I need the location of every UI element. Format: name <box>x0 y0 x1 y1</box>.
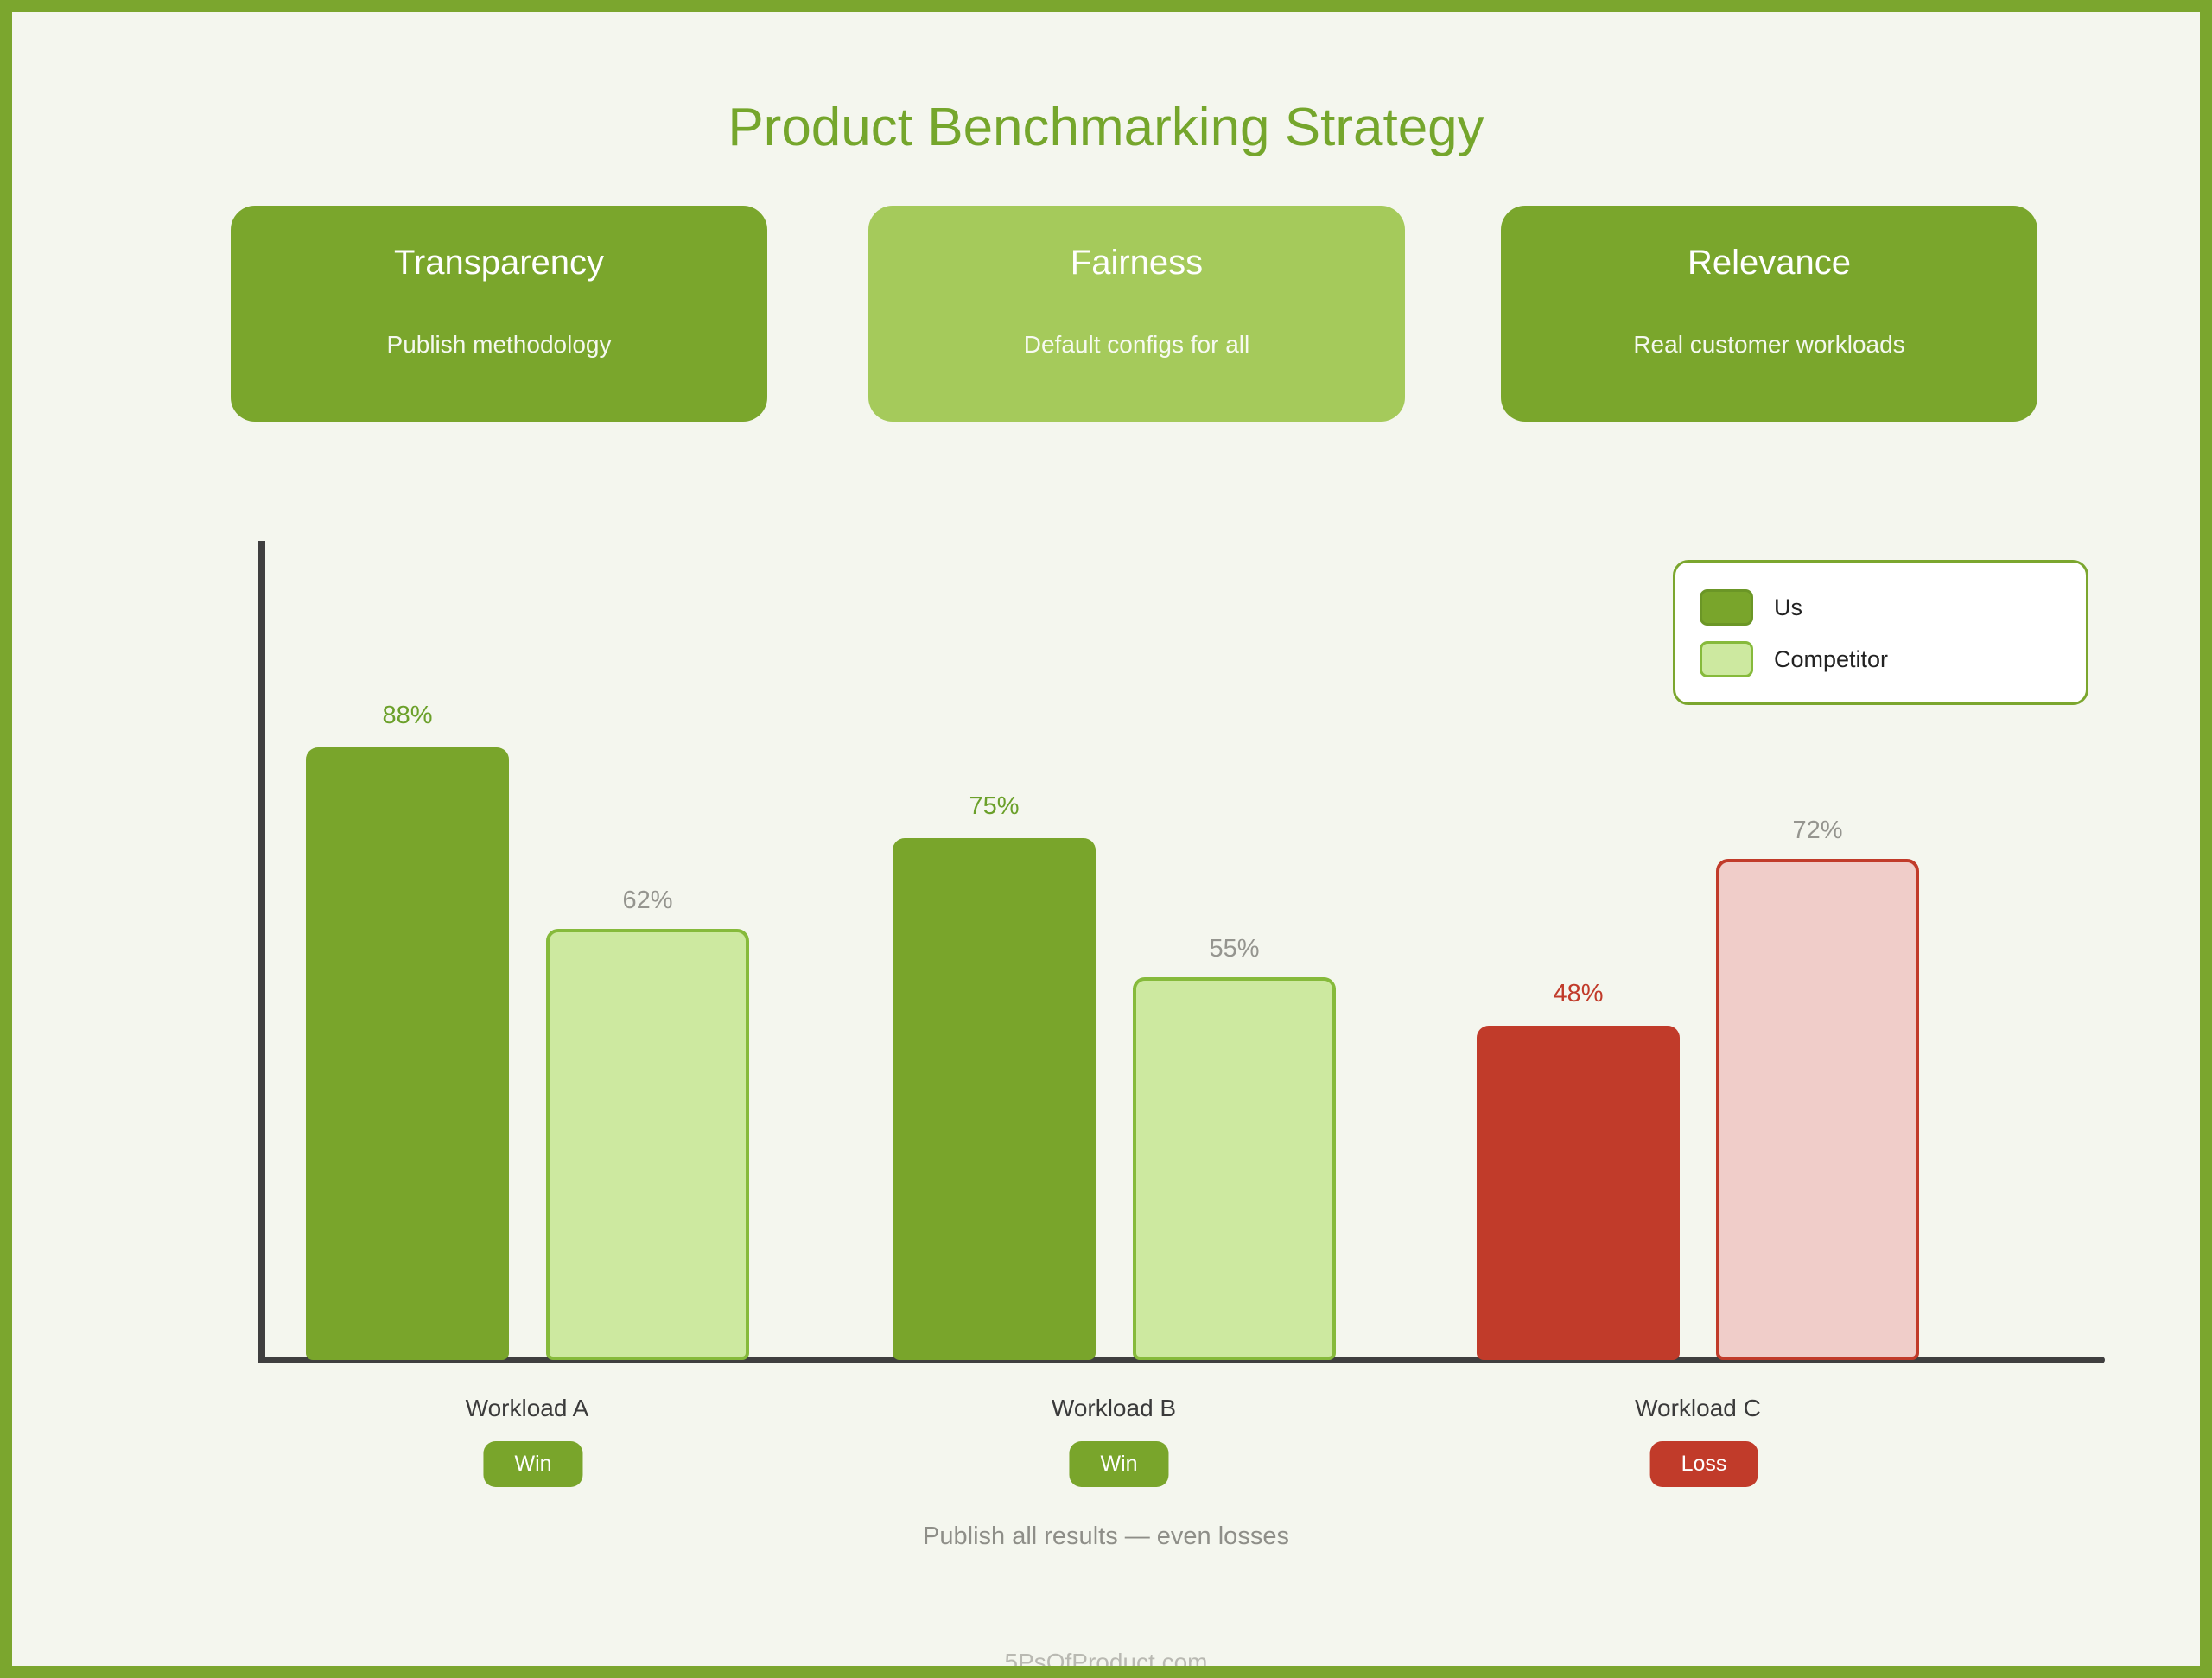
legend-row-competitor: Competitor <box>1700 633 2086 685</box>
card-title: Fairness <box>1070 244 1204 282</box>
card-subtitle: Real customer workloads <box>1633 331 1905 358</box>
card-subtitle: Publish methodology <box>386 331 612 358</box>
category-label-workload-a: Workload A <box>465 1395 589 1421</box>
bar-workload-b-competitor: 55% <box>1133 935 1336 1360</box>
bar-value-label: 88% <box>382 702 433 729</box>
legend-label: Competitor <box>1774 645 1889 672</box>
card-fairness: Fairness Default configs for all <box>868 206 1405 422</box>
legend-swatch-competitor <box>1700 641 1753 677</box>
y-axis <box>258 541 265 1363</box>
card-relevance: Relevance Real customer workloads <box>1501 206 2037 422</box>
outcome-badge-workload-b: Win <box>1069 1441 1169 1487</box>
card-subtitle: Default configs for all <box>1023 331 1250 358</box>
chart-caption: Publish all results — even losses <box>923 1522 1289 1550</box>
bar-value-label: 72% <box>1792 817 1843 844</box>
legend-row-us: Us <box>1700 582 2086 633</box>
footer-watermark: 5PsOfProduct.com <box>1004 1649 1208 1675</box>
bar-value-label: 62% <box>622 887 673 914</box>
bar-workload-a-us: 88% <box>306 702 509 1360</box>
bar-value-label: 75% <box>969 792 1020 820</box>
bar-value-label: 55% <box>1209 935 1260 963</box>
category-label-workload-b: Workload B <box>1051 1395 1177 1421</box>
category-label-workload-c: Workload C <box>1635 1395 1761 1421</box>
outcome-badge-workload-c: Loss <box>1649 1441 1758 1487</box>
bar-workload-b-us: 75% <box>893 792 1096 1360</box>
outcome-badge-workload-a: Win <box>483 1441 583 1487</box>
card-title: Transparency <box>393 244 605 282</box>
legend-label: Us <box>1774 594 1802 620</box>
card-title: Relevance <box>1687 244 1851 282</box>
bar-workload-c-competitor: 72% <box>1716 817 1919 1360</box>
benchmark-bar-chart: 88% 62% 75% 55% 48% 72% Workload A Workl… <box>258 541 2105 1487</box>
bar-workload-c-us: 48% <box>1477 980 1680 1360</box>
legend-swatch-us <box>1700 589 1753 626</box>
page-title: Product Benchmarking Strategy <box>728 97 1484 157</box>
x-axis <box>258 1357 2105 1363</box>
bar-workload-a-competitor: 62% <box>546 887 749 1360</box>
bar-value-label: 48% <box>1553 980 1604 1007</box>
card-transparency: Transparency Publish methodology <box>231 206 767 422</box>
chart-legend: Us Competitor <box>1673 560 2088 705</box>
